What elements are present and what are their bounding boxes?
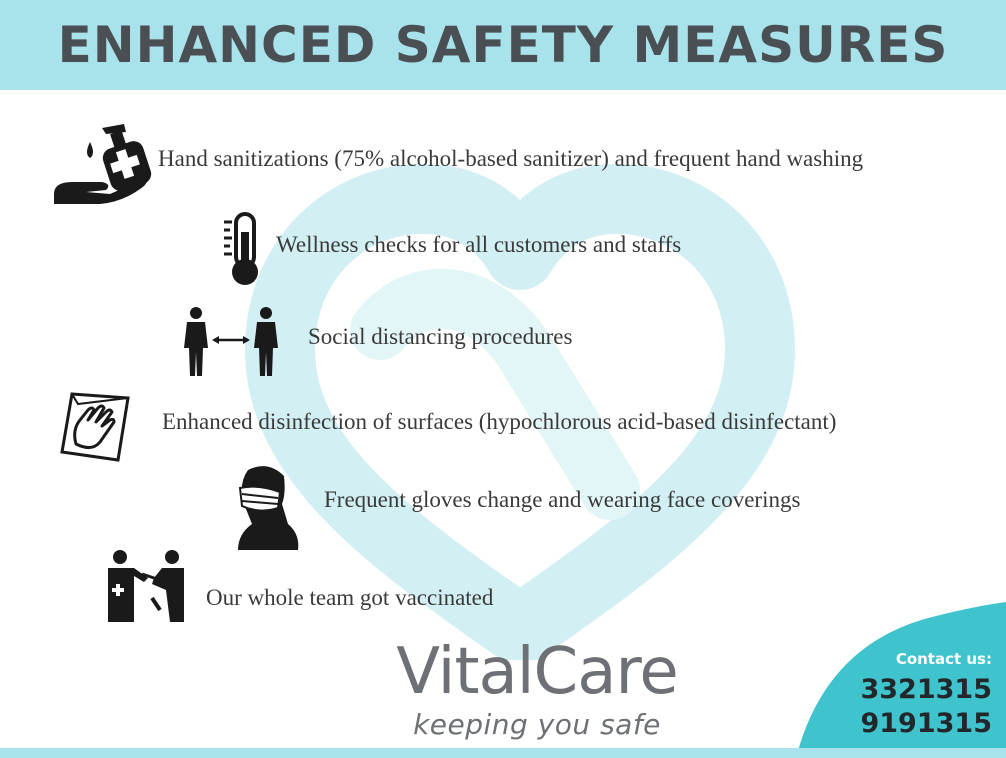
list-item: Frequent gloves change and wearing face … [238,464,800,550]
social-distance-icon [184,307,278,376]
list-item: Wellness checks for all customers and st… [222,212,681,288]
face-mask-icon [238,466,299,550]
list-item: Hand sanitizations (75% alcohol-based sa… [52,120,863,206]
list-item: Social distancing procedures [184,306,572,378]
item-text: Frequent gloves change and wearing face … [324,487,801,512]
item-text: Our whole team got vaccinated [206,585,494,610]
list-item: Our whole team got vaccinated [108,550,493,622]
item-text: Wellness checks for all customers and st… [276,232,682,257]
phone-number[interactable]: 9191315 [860,708,992,739]
phone-number[interactable]: 3321315 [860,674,992,705]
brand-name: VitalCare [396,635,678,709]
item-text: Social distancing procedures [308,324,573,349]
brand-tagline: keeping you safe [413,708,661,741]
brand-logo: VitalCare keeping you safe [372,636,702,742]
footer-bar [0,748,1006,758]
contact-panel-shape [796,602,1006,758]
header-banner: ENHANCED SAFETY MEASURES [0,0,1006,90]
vaccination-icon [108,550,184,622]
hand-sanitizer-icon [54,124,152,204]
list-item: Enhanced disinfection of surfaces (hypoc… [58,390,836,464]
item-text: Hand sanitizations (75% alcohol-based sa… [158,146,864,171]
page-title: ENHANCED SAFETY MEASURES [57,16,949,74]
item-text: Enhanced disinfection of surfaces (hypoc… [162,409,837,434]
thermometer-icon [224,212,258,285]
heart-watermark-icon [245,163,795,660]
disinfect-wipe-icon [60,392,130,462]
contact-label: Contact us: [895,650,992,668]
